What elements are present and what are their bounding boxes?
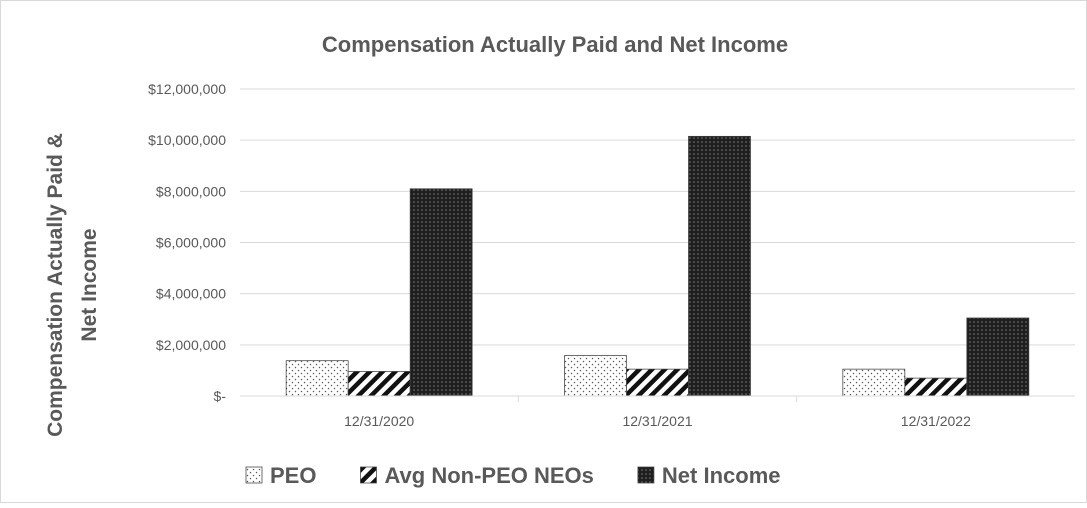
y-tick-labels: $- $2,000,000 $4,000,000 $6,000,000 $8,000,0… <box>148 81 226 404</box>
y-tick-label: $4,000,000 <box>156 286 226 302</box>
legend-swatch-diagonal-stripes <box>360 466 377 484</box>
legend-swatch-dark-dots <box>637 466 655 484</box>
y-tick-label: $2,000,000 <box>156 337 226 353</box>
bars <box>285 135 1030 397</box>
y-axis-label-line-2: Net Income <box>78 228 101 341</box>
x-tick-label: 12/31/2020 <box>344 413 414 429</box>
legend: PEO Avg Non-PEO NEOs Net Income <box>245 463 781 488</box>
y-tick-label: $8,000,000 <box>156 183 226 199</box>
bar-dark-dots <box>409 188 473 397</box>
legend-label: PEO <box>270 463 316 488</box>
y-tick-label: $10,000,000 <box>148 132 226 148</box>
bar-diagonal-stripes <box>347 371 411 397</box>
y-axis-label-line-1: Compensation Actually Paid & <box>44 133 67 437</box>
y-tick-label: $6,000,000 <box>156 235 226 251</box>
x-tick-labels: 12/31/2020 12/31/2021 12/31/2022 <box>240 395 1075 429</box>
bar-dark-dots <box>688 135 751 397</box>
legend-swatch-dots <box>245 466 263 484</box>
legend-label: Avg Non-PEO NEOs <box>384 463 593 488</box>
y-tick-label: $12,000,000 <box>148 81 226 97</box>
chart-title: Compensation Actually Paid and Net Incom… <box>322 32 788 57</box>
x-tick-label: 12/31/2022 <box>901 413 971 429</box>
y-tick-label: $- <box>214 388 227 404</box>
bar-dots <box>564 355 627 397</box>
legend-label: Net Income <box>662 463 781 488</box>
bar-diagonal-stripes <box>626 368 689 397</box>
bar-dots <box>285 360 349 397</box>
bar-dark-dots <box>966 317 1030 397</box>
y-axis-label: Compensation Actually Paid & Net Income <box>44 133 101 437</box>
bar-diagonal-stripes <box>904 377 968 397</box>
bar-dots <box>842 368 906 397</box>
x-tick-label: 12/31/2021 <box>622 413 692 429</box>
